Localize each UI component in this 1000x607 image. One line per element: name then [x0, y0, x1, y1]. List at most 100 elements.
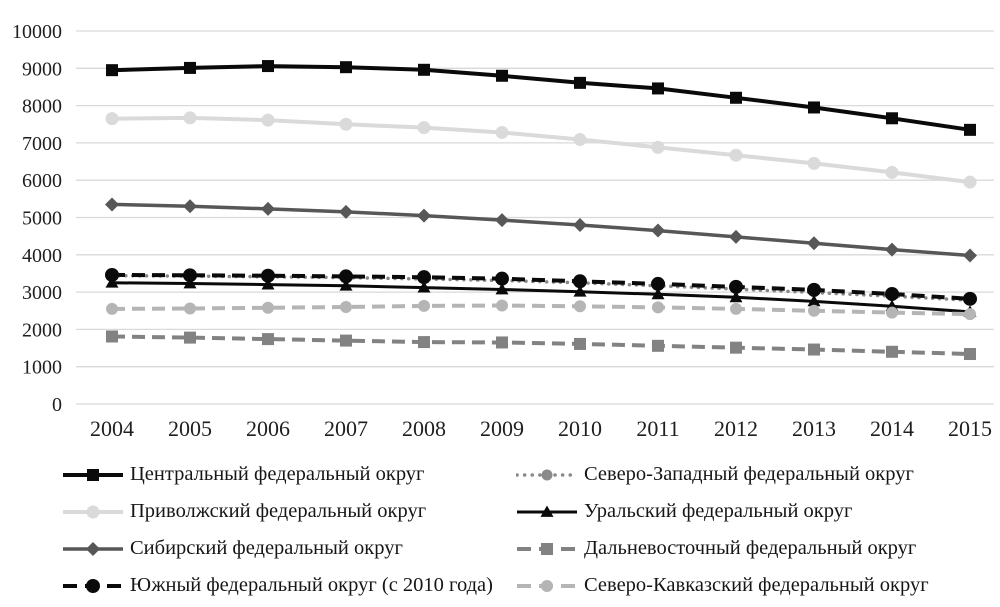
circle-marker [261, 268, 275, 283]
circle-marker [729, 148, 743, 162]
circle-marker [339, 117, 353, 131]
circle-marker [339, 269, 353, 284]
circle-marker [86, 578, 100, 593]
series-line-siberian [111, 202, 971, 258]
y-axis-label: 3000 [22, 282, 62, 304]
series-volga [105, 111, 977, 189]
diamond-marker [573, 217, 587, 232]
legend-item-fareastern: Дальневосточный федеральный округ [516, 530, 1000, 567]
x-axis-label: 2015 [948, 416, 992, 441]
square-marker [808, 101, 820, 114]
x-axis-label: 2005 [168, 416, 212, 441]
legend-item-northwestern: Северо-Западный федеральный округ [516, 456, 1000, 493]
triangle-marker [105, 276, 119, 288]
circle-marker [541, 579, 553, 592]
diamond-marker [807, 236, 821, 251]
legend-item-northcaucasian: Северо-Кавказский федеральный округ [516, 567, 1000, 604]
x-axis-tick-labels: 2004 2005 2006 2007 2008 2009 2010 2011 2012 2013… [90, 416, 992, 441]
y-axis-label: 2000 [22, 319, 62, 341]
x-axis-label: 2011 [636, 416, 679, 441]
circle-marker [964, 308, 976, 321]
square-marker [262, 60, 274, 73]
series-line-fareastern [111, 334, 971, 356]
legend-key-square-icon [63, 468, 123, 481]
series-line-volga [111, 115, 971, 185]
triangle-marker [417, 281, 431, 293]
legend-key-square-icon [517, 542, 577, 555]
legend-label: Дальневосточный федеральный округ [584, 537, 917, 560]
legend-item-siberian: Сибирский федеральный округ [62, 530, 516, 567]
y-axis-label: 4000 [22, 245, 62, 267]
series-line-ural [111, 281, 971, 314]
square-marker [418, 336, 430, 349]
x-axis-label: 2014 [870, 416, 914, 441]
y-axis-label: 10000 [12, 21, 62, 43]
square-marker [184, 331, 196, 344]
square-marker [184, 61, 196, 74]
circle-marker [183, 111, 197, 125]
circle-marker [807, 282, 821, 297]
legend-item-southern: Южный федеральный округ (с 2010 года) [62, 567, 516, 604]
legend-label: Южный федеральный округ (с 2010 года) [130, 574, 493, 597]
y-axis-label: 6000 [22, 170, 62, 192]
diamond-marker [885, 242, 899, 257]
circle-marker [418, 299, 430, 312]
legend-item-ural: Уральский федеральный округ [516, 493, 1000, 530]
series-line-central [111, 64, 971, 132]
circle-marker [106, 302, 118, 315]
square-marker [87, 468, 99, 481]
square-marker [340, 61, 352, 74]
legend-key-triangle-icon [517, 505, 577, 517]
circle-marker [340, 301, 352, 314]
y-axis-label: 9000 [22, 58, 62, 80]
y-axis-label: 0 [52, 394, 62, 416]
triangle-marker [573, 285, 587, 297]
y-axis-label: 5000 [22, 208, 62, 230]
circle-marker [541, 469, 553, 480]
circle-marker [184, 302, 196, 315]
circle-marker [730, 302, 742, 315]
square-marker [964, 123, 976, 136]
triangle-marker [339, 279, 353, 291]
series-northcaucasian [106, 299, 976, 321]
x-axis-label: 2004 [90, 416, 134, 441]
legend-label: Приволжский федеральный округ [130, 500, 427, 523]
square-marker [808, 343, 820, 356]
circle-marker [963, 175, 977, 189]
triangle-marker [495, 282, 509, 295]
legend-label: Центральный федеральный округ [130, 463, 425, 486]
circle-marker [807, 156, 821, 170]
y-axis-label: 8000 [22, 96, 62, 118]
diamond-marker [261, 201, 275, 216]
series-fareastern [106, 330, 976, 361]
y-axis-label: 7000 [22, 133, 62, 155]
circle-marker [651, 276, 665, 291]
x-axis-label: 2012 [714, 416, 758, 441]
circle-marker [495, 271, 509, 286]
diamond-marker [86, 541, 100, 556]
diamond-marker [183, 199, 197, 214]
legend-label: Уральский федеральный округ [584, 500, 853, 523]
square-marker [262, 333, 274, 346]
legend-label: Северо-Западный федеральный округ [584, 463, 914, 486]
circle-marker [417, 270, 431, 285]
circle-marker [573, 133, 587, 147]
circle-marker [86, 505, 100, 518]
series-line-southern [111, 272, 971, 301]
diamond-marker [963, 248, 977, 263]
circle-marker [885, 165, 899, 179]
square-marker [730, 341, 742, 354]
square-marker [574, 337, 586, 350]
square-marker [652, 82, 664, 95]
x-axis-label: 2010 [558, 416, 602, 441]
legend-key-circle-icon [516, 469, 578, 480]
square-marker [574, 76, 586, 89]
circle-marker [651, 140, 665, 154]
triangle-marker [261, 278, 275, 290]
circle-marker [963, 291, 977, 306]
diamond-marker [105, 197, 119, 212]
y-axis-tick-labels: 0 1000 2000 3000 4000 5000 6000 7000 8000 9000 100… [12, 21, 62, 416]
square-marker [652, 339, 664, 352]
circle-marker [417, 121, 431, 135]
